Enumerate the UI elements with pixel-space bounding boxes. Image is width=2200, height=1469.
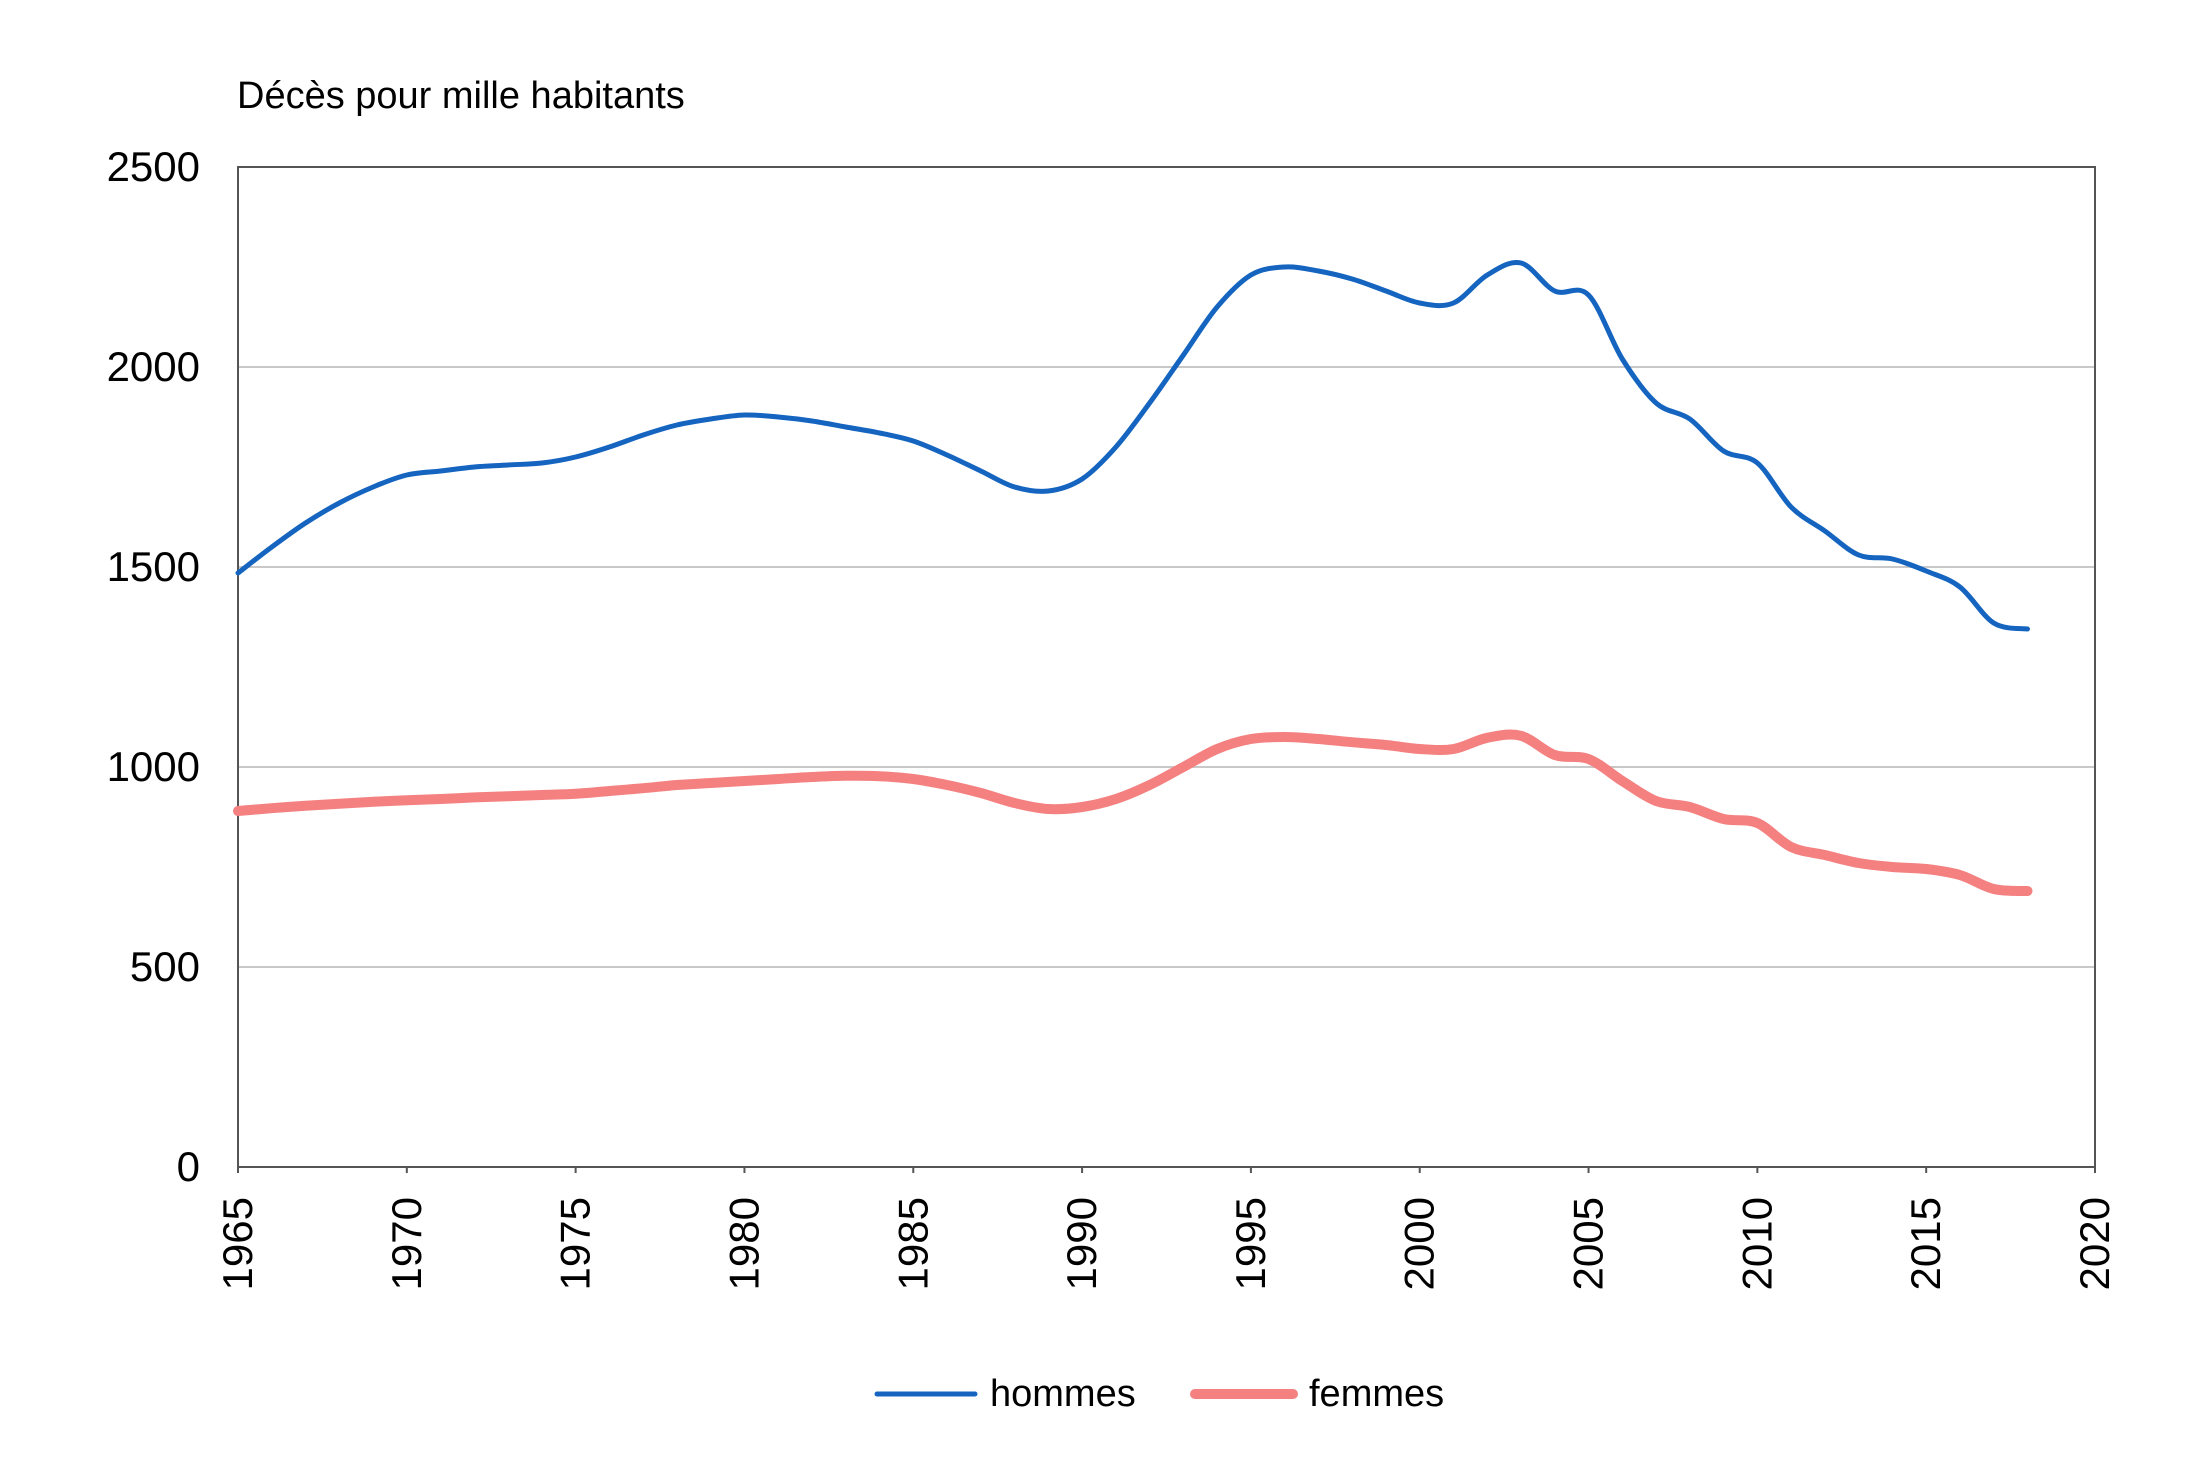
series-line-hommes (235, 259, 2030, 632)
y-tick-label: 1000 (107, 743, 200, 790)
y-tick-label: 2500 (107, 143, 200, 190)
x-tick-label: 2000 (1396, 1197, 1443, 1290)
legend: hommes femmes (874, 1373, 1444, 1415)
x-tick-label: 1975 (552, 1197, 599, 1290)
legend-label-femmes: femmes (1309, 1373, 1444, 1415)
x-axis-ticks: 1965 1970 1975 1980 1985 1990 1995 2000 2005 2010… (214, 1167, 2118, 1290)
y-axis-title: Décès pour mille habitants (237, 75, 685, 117)
x-tick-label: 1985 (889, 1197, 936, 1290)
series-layer (233, 259, 2033, 896)
legend-label-hommes: hommes (990, 1373, 1136, 1415)
y-tick-label: 2000 (107, 343, 200, 390)
y-tick-label: 500 (130, 943, 200, 990)
gridlines (238, 366, 2095, 968)
x-tick-label: 1980 (720, 1197, 767, 1290)
x-tick-label: 1990 (1058, 1197, 1105, 1290)
x-tick-label: 2020 (2071, 1197, 2118, 1290)
x-tick-label: 1995 (1227, 1197, 1274, 1290)
x-tick-label: 2010 (1733, 1197, 1780, 1290)
y-tick-label: 1500 (107, 543, 200, 590)
x-tick-label: 1970 (383, 1197, 430, 1290)
series-line-femmes (233, 729, 2033, 896)
x-tick-label: 2005 (1565, 1197, 1612, 1290)
y-axis-ticks: 0 500 1000 1500 2000 2500 (107, 143, 200, 1190)
y-tick-label: 0 (177, 1143, 200, 1190)
plot-area (237, 166, 2096, 1168)
x-tick-label: 2015 (1902, 1197, 1949, 1290)
x-tick-label: 1965 (214, 1197, 261, 1290)
